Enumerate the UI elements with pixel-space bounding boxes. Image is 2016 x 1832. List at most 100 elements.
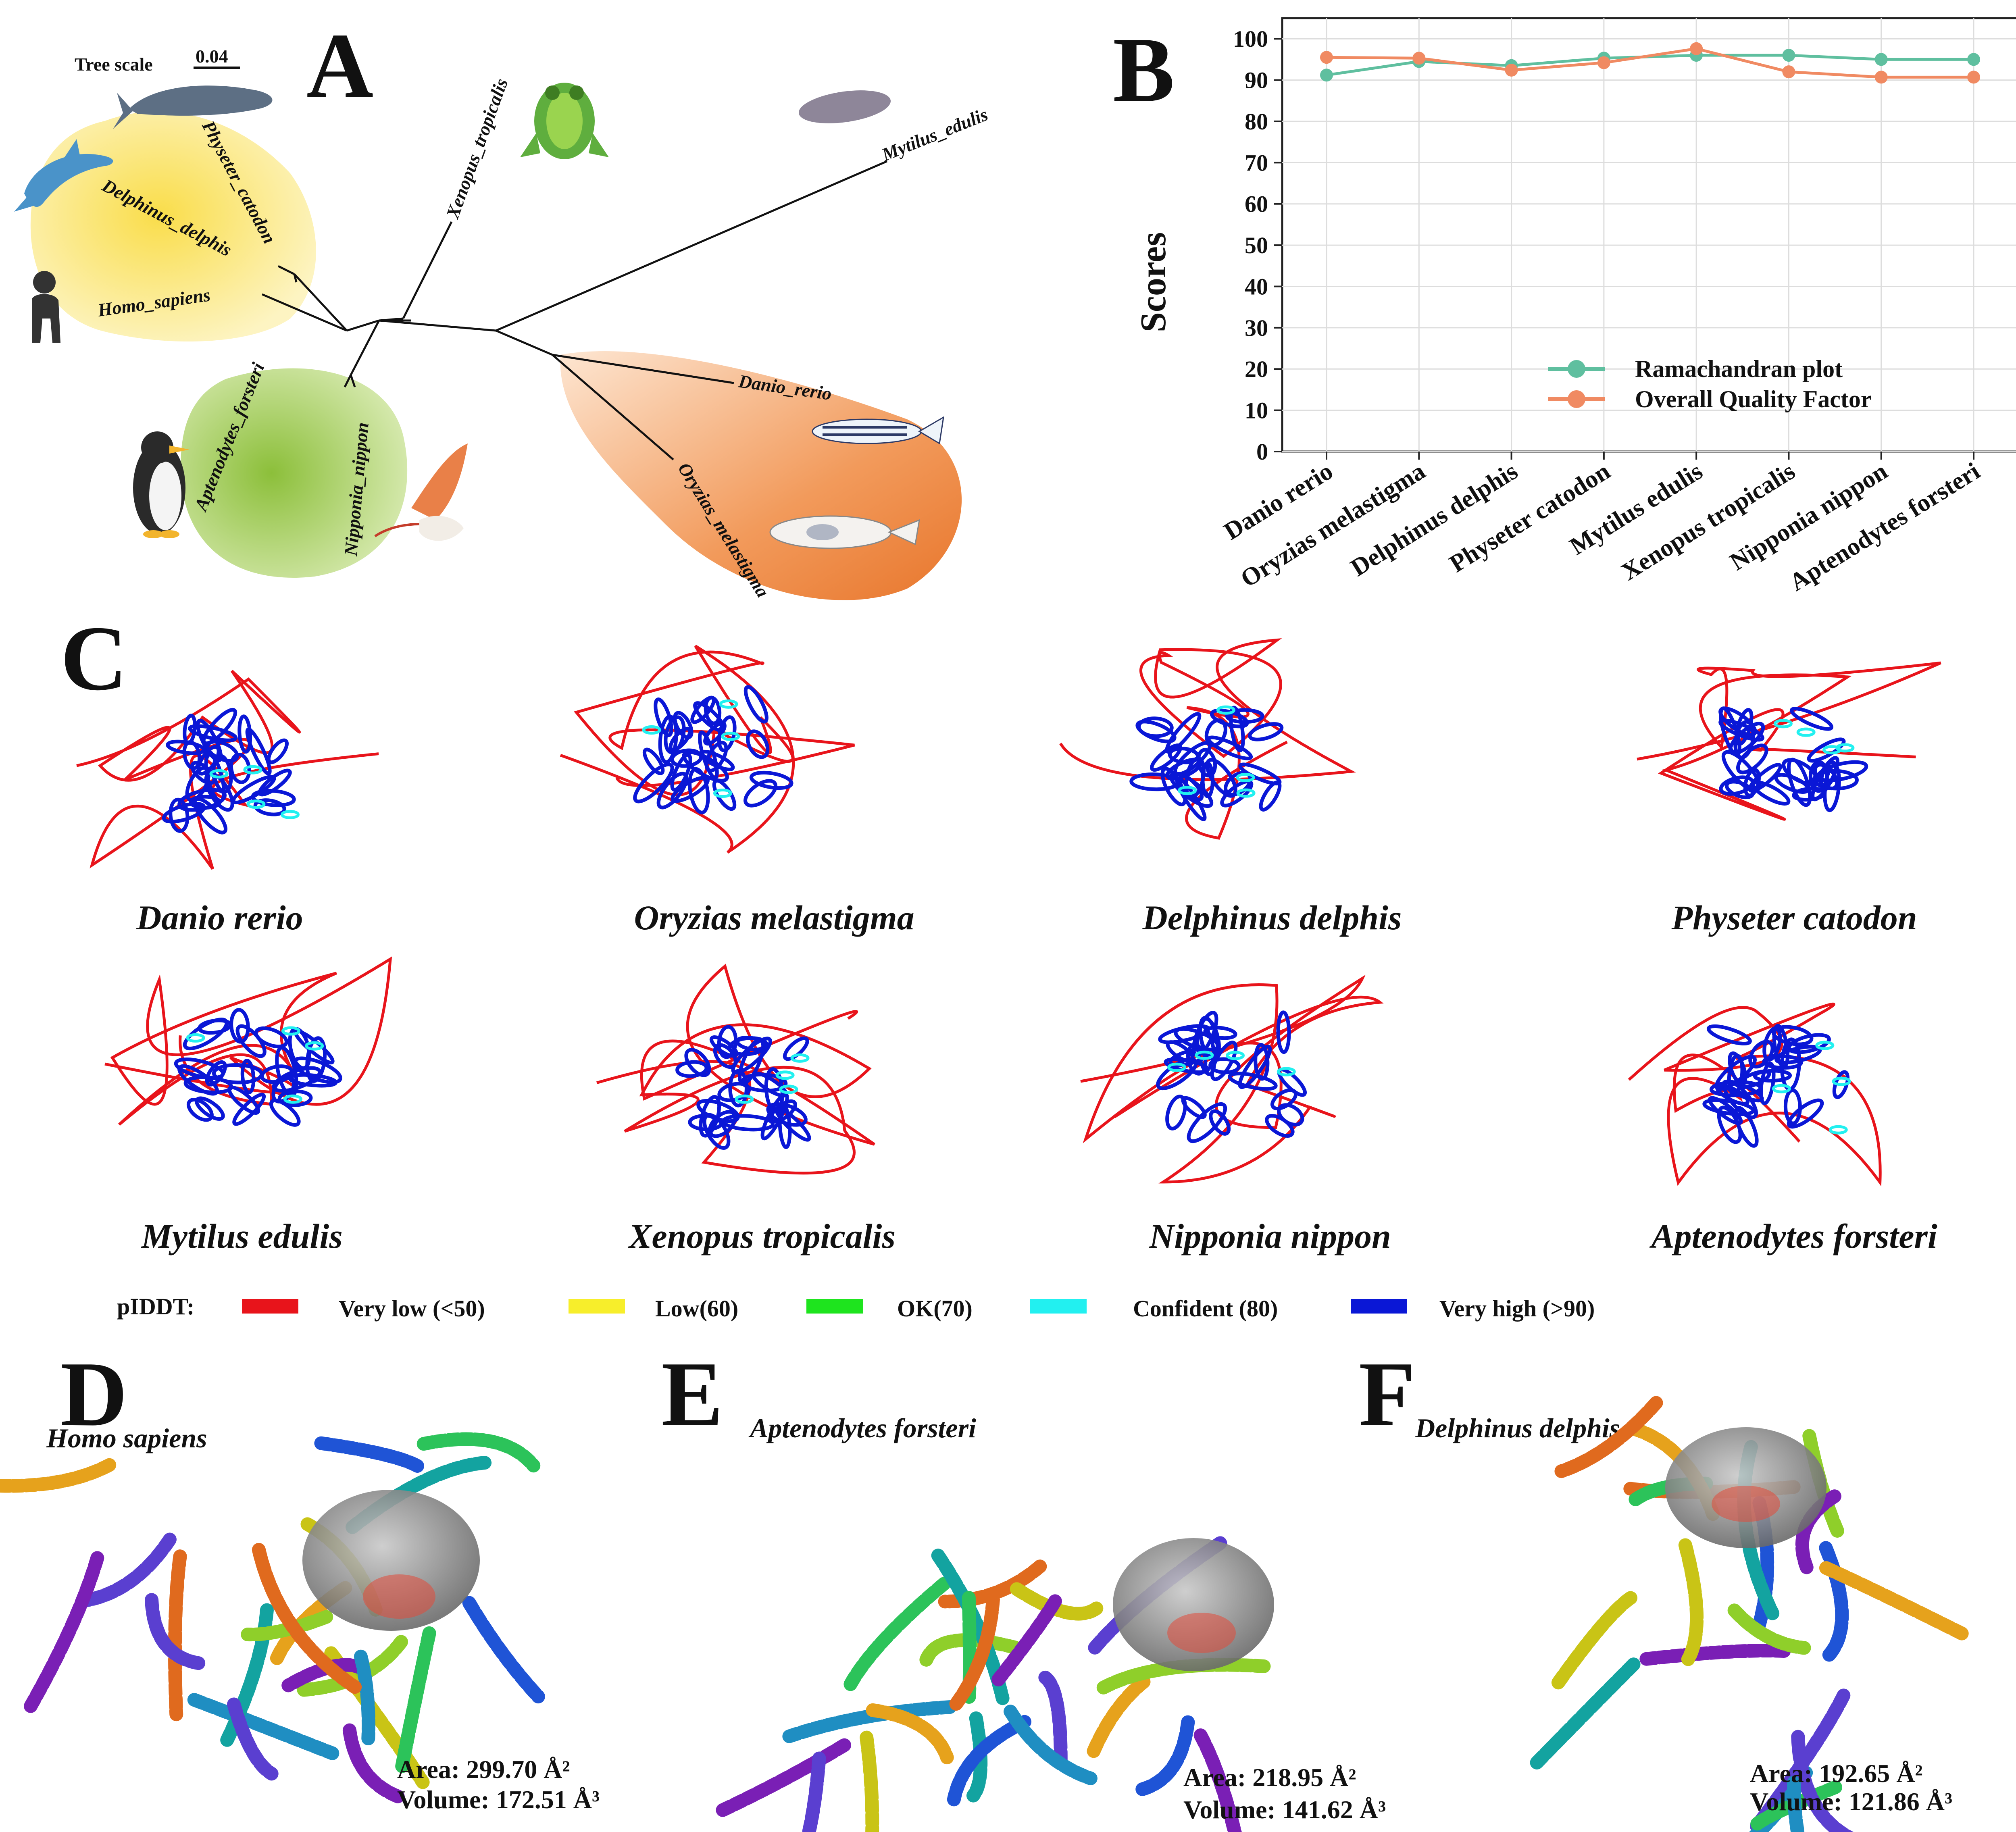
helix — [1807, 737, 1846, 763]
helix-ribbon — [395, 1626, 436, 1773]
helix — [1815, 1041, 1835, 1050]
helix — [186, 1033, 205, 1043]
helix-ribbon — [919, 1633, 1022, 1667]
helix — [704, 741, 728, 772]
helix — [783, 1036, 809, 1061]
chart-legend: Ramachandran plot Overall Quality Factor — [1548, 356, 1872, 412]
data-point — [1320, 51, 1333, 64]
helix — [182, 740, 202, 770]
helical-core — [675, 1025, 811, 1150]
disordered-coil — [1080, 974, 1384, 1184]
whale-icon — [113, 85, 273, 129]
legend-swatch — [806, 1299, 863, 1314]
disordered-coil — [104, 956, 392, 1126]
helical-core — [162, 708, 300, 835]
helix-ribbon — [947, 1715, 1032, 1807]
species-caption: Delphinus delphis — [1415, 1413, 1620, 1443]
y-tick-label: 90 — [1245, 67, 1268, 94]
helix — [1225, 708, 1264, 724]
helix — [741, 1072, 788, 1093]
helix-ribbon — [24, 1551, 104, 1713]
helix — [237, 714, 252, 754]
y-tick-label: 70 — [1245, 150, 1268, 176]
helix-ribbon — [168, 1549, 187, 1722]
helix — [277, 1089, 313, 1107]
helix — [232, 1093, 266, 1126]
helix — [246, 799, 266, 809]
helix — [675, 1060, 708, 1078]
helix — [1708, 1096, 1743, 1125]
helix-ribbon — [1554, 1396, 1663, 1478]
taxon-label: Mytilus_edulis — [879, 104, 991, 165]
predicted-structure — [1637, 661, 1941, 821]
helix — [1832, 1076, 1851, 1086]
series-line — [1326, 47, 1974, 79]
helix-ribbon — [1086, 1675, 1151, 1760]
species-caption: Mytilus edulis — [140, 1217, 342, 1255]
helix — [1728, 722, 1765, 755]
y-tick-label: 30 — [1245, 315, 1268, 341]
helix-ribbon — [1530, 1657, 1641, 1770]
helix — [1248, 722, 1284, 741]
helix — [1717, 1105, 1742, 1144]
helix — [702, 1113, 731, 1150]
helix — [1787, 1033, 1831, 1054]
helix — [727, 1036, 768, 1056]
helix — [1772, 1084, 1791, 1093]
helix — [1773, 719, 1793, 729]
helix — [229, 1008, 250, 1044]
helix — [1792, 787, 1827, 802]
helix-ribbon — [342, 1723, 406, 1804]
helical-core — [633, 685, 793, 814]
helix — [254, 1026, 288, 1049]
helix — [1782, 758, 1818, 785]
helix — [1751, 780, 1791, 806]
pocket-volume: Volume: 172.51 Å³ — [397, 1785, 600, 1814]
helix-ribbon — [1637, 1644, 1791, 1666]
helix — [1787, 1098, 1824, 1129]
helix-ribbon — [1678, 1538, 1704, 1666]
medaka-icon — [769, 515, 920, 549]
data-point — [1874, 71, 1888, 84]
panel-letter-e: E — [661, 1343, 723, 1445]
species-caption: Danio rerio — [136, 898, 303, 937]
helix-ribbon — [1038, 1670, 1068, 1767]
helix — [673, 711, 694, 739]
helix-ribbon — [802, 1751, 826, 1832]
helix — [1774, 1045, 1822, 1065]
panel-e-pocket: E Aptenodytes forsteri Area: 218.95 Å² V… — [661, 1343, 1386, 1832]
helical-core — [174, 1008, 342, 1127]
helix-ribbon — [314, 1436, 428, 1475]
panel-b-quality-chart: B 0 10 20 30 40 50 60 70 80 90 100 Danio rerioOryz… — [1113, 17, 2016, 596]
helix — [790, 1053, 810, 1063]
helix — [1789, 707, 1834, 731]
helix — [305, 1041, 324, 1051]
helix — [1816, 760, 1868, 783]
helix — [1220, 779, 1254, 808]
helix — [1169, 771, 1214, 808]
helix-ribbon — [252, 1543, 362, 1694]
species-caption: Physeter catodon — [1671, 898, 1917, 937]
helix — [1207, 735, 1253, 760]
panel-f-pocket: F Delphinus delphis Area: 192.65 Å² Volu… — [1359, 1343, 1972, 1832]
helix-ribbon — [1787, 1776, 1805, 1832]
legend-swatch — [242, 1299, 298, 1314]
data-point — [1412, 52, 1426, 65]
data-point — [1782, 49, 1795, 62]
helix — [1210, 1041, 1238, 1081]
tree-scale-value: 0.04 — [196, 46, 228, 67]
mussel-icon — [798, 90, 891, 123]
helix — [1808, 760, 1829, 793]
helix — [1156, 1057, 1198, 1090]
helix-ribbon — [462, 1596, 545, 1704]
pocket-volume: Volume: 141.62 Å³ — [1183, 1795, 1386, 1824]
helix — [281, 1026, 300, 1036]
helix — [231, 775, 276, 804]
penguin-icon — [133, 431, 190, 538]
legend-label: Very low (<50) — [339, 1295, 485, 1322]
helix-ribbon — [1193, 1728, 1242, 1832]
helix — [1796, 727, 1816, 737]
helix — [1259, 780, 1282, 812]
helix-ribbon — [947, 1593, 1000, 1714]
